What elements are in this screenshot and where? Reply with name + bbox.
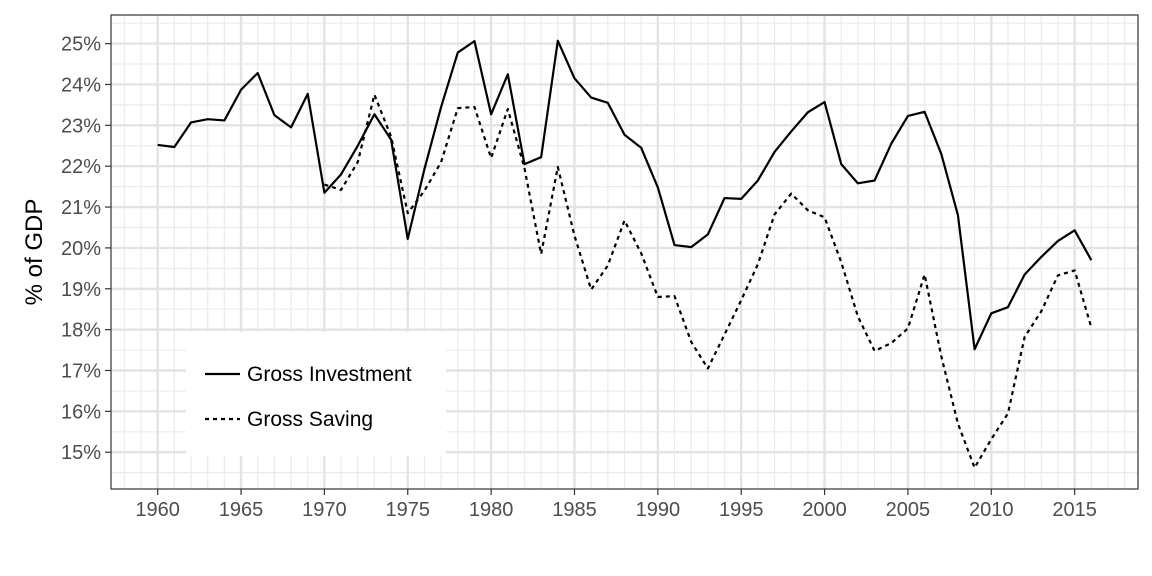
y-tick-label: 19% [61,279,101,301]
x-tick-label: 1985 [552,499,597,521]
y-tick-label: 16% [61,401,101,423]
y-axis-title: % of GDP [21,199,48,306]
series-line-gross-investment [157,39,1093,351]
series-layer [157,39,1093,469]
legend-label-gross-saving: Gross Saving [247,408,373,431]
major-gridlines [111,15,1138,489]
y-tick-label: 18% [61,320,101,342]
y-tick-label: 23% [61,115,101,137]
legend-label-gross-investment: Gross Investment [247,363,412,386]
x-tick-label: 2000 [802,499,847,521]
y-tick-label: 22% [61,156,101,178]
y-tick-label: 24% [61,74,101,96]
series-line-gross-saving [324,93,1093,469]
y-tick-label: 25% [61,34,101,56]
x-tick-label: 2015 [1052,499,1097,521]
x-tick-label: 1980 [469,499,514,521]
x-tick-label: 2005 [886,499,931,521]
y-tick-label: 21% [61,197,101,219]
y-tick-label: 15% [61,442,101,464]
x-tick-label: 1975 [386,499,431,521]
y-tick-label: 17% [61,361,101,383]
x-tick-label: 2010 [969,499,1014,521]
x-axis: 1960 1965 1970 1975 1980 1985 1990 1995 2000 2005… [135,489,1097,521]
x-tick-label: 1990 [636,499,681,521]
y-tick-label: 20% [61,238,101,260]
x-tick-label: 1965 [219,499,264,521]
x-tick-label: 1995 [719,499,764,521]
y-axis: 15% 16% 17% 18% 19% 20% 21% 22% 23% 24% 25% [61,34,111,464]
plot-panel-border [110,14,1139,490]
x-tick-label: 1960 [135,499,180,521]
legend-background [186,332,446,456]
legend: Gross Investment Gross Saving [186,332,446,456]
x-tick-label: 1970 [302,499,347,521]
